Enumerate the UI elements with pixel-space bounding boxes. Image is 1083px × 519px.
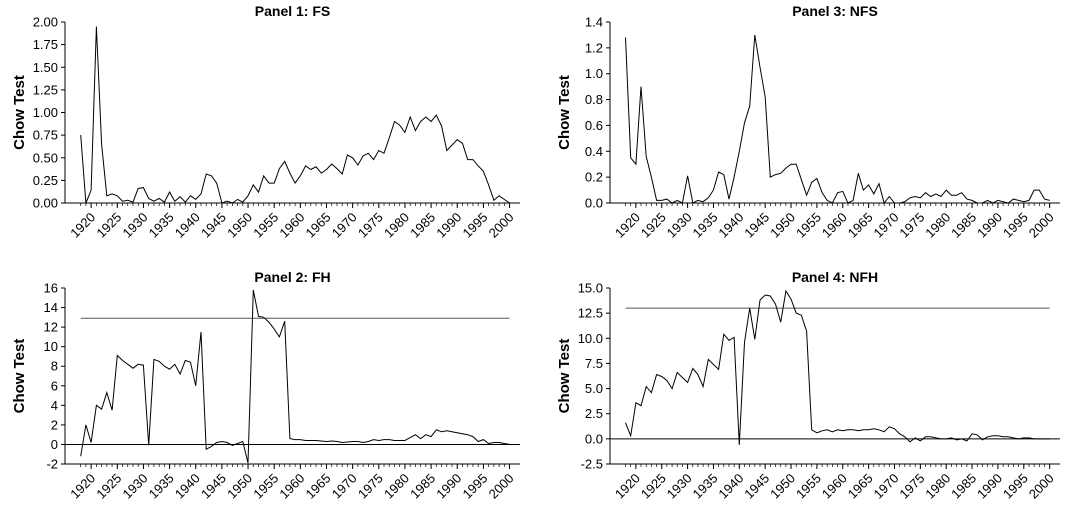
y-axis-label: Chow Test bbox=[556, 75, 573, 150]
y-tick-label: 1.4 bbox=[585, 15, 603, 30]
y-tick-label: 4 bbox=[51, 398, 58, 413]
y-tick-label: 6 bbox=[51, 378, 58, 393]
y-tick-label: 0.6 bbox=[585, 118, 603, 133]
y-tick-label: 7.5 bbox=[585, 356, 603, 371]
y-axis-label: Chow Test bbox=[556, 339, 573, 414]
y-tick-label: 0.8 bbox=[585, 92, 603, 107]
y-tick-label: 0.4 bbox=[585, 144, 603, 159]
series-line bbox=[625, 34, 1050, 205]
y-tick-label: -2.5 bbox=[581, 457, 603, 472]
panel-title: Panel 1: FS bbox=[255, 3, 330, 19]
y-tick-label: 2.00 bbox=[33, 15, 58, 30]
y-tick-label: 1.00 bbox=[33, 105, 58, 120]
series-line bbox=[80, 289, 510, 464]
y-tick-label: 1.2 bbox=[585, 40, 603, 55]
y-tick-label: 12 bbox=[44, 320, 58, 335]
y-tick-label: 2.5 bbox=[585, 406, 603, 421]
panel-title: Panel 3: NFS bbox=[792, 3, 878, 19]
y-tick-label: 16 bbox=[44, 281, 58, 296]
y-tick-label: 0.2 bbox=[585, 170, 603, 185]
y-axis-label: Chow Test bbox=[11, 339, 28, 414]
y-tick-label: 0.25 bbox=[33, 173, 58, 188]
panel-title: Panel 4: NFH bbox=[792, 269, 878, 285]
y-tick-label: 1.75 bbox=[33, 37, 58, 52]
y-tick-label: 0.00 bbox=[33, 196, 58, 211]
panel-title: Panel 2: FH bbox=[254, 269, 330, 285]
y-tick-label: 5.0 bbox=[585, 381, 603, 396]
y-tick-label: 10.0 bbox=[578, 331, 603, 346]
y-axis-label: Chow Test bbox=[11, 75, 28, 150]
y-tick-label: 1.25 bbox=[33, 82, 58, 97]
y-tick-label: 12.5 bbox=[578, 306, 603, 321]
series-line bbox=[625, 289, 1050, 445]
y-tick-label: 0 bbox=[51, 437, 58, 452]
y-tick-label: 1.0 bbox=[585, 66, 603, 81]
y-tick-label: 14 bbox=[44, 300, 58, 315]
y-tick-label: 1.50 bbox=[33, 60, 58, 75]
y-tick-label: 0.75 bbox=[33, 128, 58, 143]
y-tick-label: 2 bbox=[51, 417, 58, 432]
series-line bbox=[80, 26, 510, 204]
y-tick-label: 10 bbox=[44, 339, 58, 354]
y-tick-label: 0.0 bbox=[585, 431, 603, 446]
y-tick-label: -2 bbox=[46, 457, 58, 472]
y-tick-label: 0.50 bbox=[33, 150, 58, 165]
y-tick-label: 0.0 bbox=[585, 196, 603, 211]
y-tick-label: 8 bbox=[51, 359, 58, 374]
y-tick-label: 15.0 bbox=[578, 281, 603, 296]
